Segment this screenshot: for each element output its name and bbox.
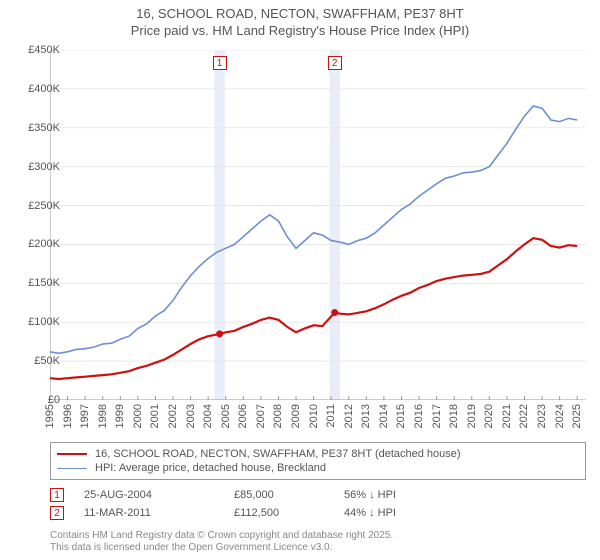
sale-num-box: 1 xyxy=(50,488,64,502)
legend-text: 16, SCHOOL ROAD, NECTON, SWAFFHAM, PE37 … xyxy=(95,448,461,460)
x-tick-label: 2000 xyxy=(132,404,144,428)
x-tick-label: 2007 xyxy=(255,404,267,428)
x-tick-label: 1999 xyxy=(114,404,126,428)
sale-num-box: 2 xyxy=(50,506,64,520)
x-tick-label: 2018 xyxy=(448,404,460,428)
legend-row: HPI: Average price, detached house, Brec… xyxy=(57,461,579,475)
footer-line-1: Contains HM Land Registry data © Crown c… xyxy=(50,530,393,542)
sale-point xyxy=(331,309,338,316)
sale-diff: 44% ↓ HPI xyxy=(344,507,464,519)
x-tick-label: 2010 xyxy=(308,404,320,428)
sale-diff: 56% ↓ HPI xyxy=(344,489,464,501)
title-line-2: Price paid vs. HM Land Registry's House … xyxy=(0,23,600,40)
x-tick-label: 2019 xyxy=(466,404,478,428)
x-tick-label: 2017 xyxy=(431,404,443,428)
x-tick-label: 2022 xyxy=(518,404,530,428)
footer-attribution: Contains HM Land Registry data © Crown c… xyxy=(50,530,393,554)
y-tick-label: £200K xyxy=(12,238,60,250)
chart-svg xyxy=(50,50,586,400)
footer-line-2: This data is licensed under the Open Gov… xyxy=(50,542,393,554)
x-tick-label: 2014 xyxy=(378,404,390,428)
y-tick-label: £400K xyxy=(12,83,60,95)
sale-marker-box: 2 xyxy=(328,56,342,70)
x-tick-label: 2021 xyxy=(501,404,513,428)
x-tick-label: 2020 xyxy=(483,404,495,428)
series-property xyxy=(50,238,577,379)
x-tick-label: 1996 xyxy=(62,404,74,428)
x-tick-label: 2016 xyxy=(413,404,425,428)
x-tick-label: 2005 xyxy=(220,404,232,428)
sale-point xyxy=(216,330,223,337)
sales-row: 2 11-MAR-2011£112,50044% ↓ HPI xyxy=(50,504,586,522)
chart-container: 16, SCHOOL ROAD, NECTON, SWAFFHAM, PE37 … xyxy=(0,0,600,560)
title-line-1: 16, SCHOOL ROAD, NECTON, SWAFFHAM, PE37 … xyxy=(0,6,600,23)
x-tick-label: 1998 xyxy=(97,404,109,428)
x-tick-label: 1995 xyxy=(44,404,56,428)
x-tick-label: 2009 xyxy=(290,404,302,428)
y-tick-label: £250K xyxy=(12,200,60,212)
sale-date: 25-AUG-2004 xyxy=(84,489,234,501)
x-tick-label: 2002 xyxy=(167,404,179,428)
chart-plot-area xyxy=(50,50,586,400)
series-hpi xyxy=(50,106,577,353)
x-tick-label: 2011 xyxy=(325,404,337,428)
legend-box: 16, SCHOOL ROAD, NECTON, SWAFFHAM, PE37 … xyxy=(50,442,586,480)
y-tick-label: £50K xyxy=(12,355,60,367)
x-tick-label: 2003 xyxy=(185,404,197,428)
sales-table: 1 25-AUG-2004£85,00056% ↓ HPI 2 11-MAR-2011… xyxy=(50,486,586,522)
x-tick-label: 2001 xyxy=(149,404,161,428)
legend-row: 16, SCHOOL ROAD, NECTON, SWAFFHAM, PE37 … xyxy=(57,447,579,461)
title-block: 16, SCHOOL ROAD, NECTON, SWAFFHAM, PE37 … xyxy=(0,0,600,40)
sale-band xyxy=(214,50,225,400)
legend-text: HPI: Average price, detached house, Brec… xyxy=(95,462,326,474)
x-tick-label: 1997 xyxy=(79,404,91,428)
sale-date: 11-MAR-2011 xyxy=(84,507,234,519)
legend-swatch xyxy=(57,453,87,455)
legend-swatch xyxy=(57,468,87,469)
sale-price: £85,000 xyxy=(234,489,344,501)
y-tick-label: £150K xyxy=(12,277,60,289)
x-tick-label: 2015 xyxy=(395,404,407,428)
x-tick-label: 2023 xyxy=(536,404,548,428)
y-tick-label: £100K xyxy=(12,316,60,328)
sale-price: £112,500 xyxy=(234,507,344,519)
sale-marker-box: 1 xyxy=(213,56,227,70)
y-tick-label: £300K xyxy=(12,161,60,173)
x-tick-label: 2008 xyxy=(272,404,284,428)
sale-band xyxy=(329,50,340,400)
x-tick-label: 2025 xyxy=(571,404,583,428)
x-tick-label: 2012 xyxy=(343,404,355,428)
x-tick-label: 2004 xyxy=(202,404,214,428)
sales-row: 1 25-AUG-2004£85,00056% ↓ HPI xyxy=(50,486,586,504)
x-tick-label: 2006 xyxy=(237,404,249,428)
x-tick-label: 2013 xyxy=(360,404,372,428)
y-tick-label: £450K xyxy=(12,44,60,56)
x-tick-label: 2024 xyxy=(554,404,566,428)
y-tick-label: £350K xyxy=(12,122,60,134)
